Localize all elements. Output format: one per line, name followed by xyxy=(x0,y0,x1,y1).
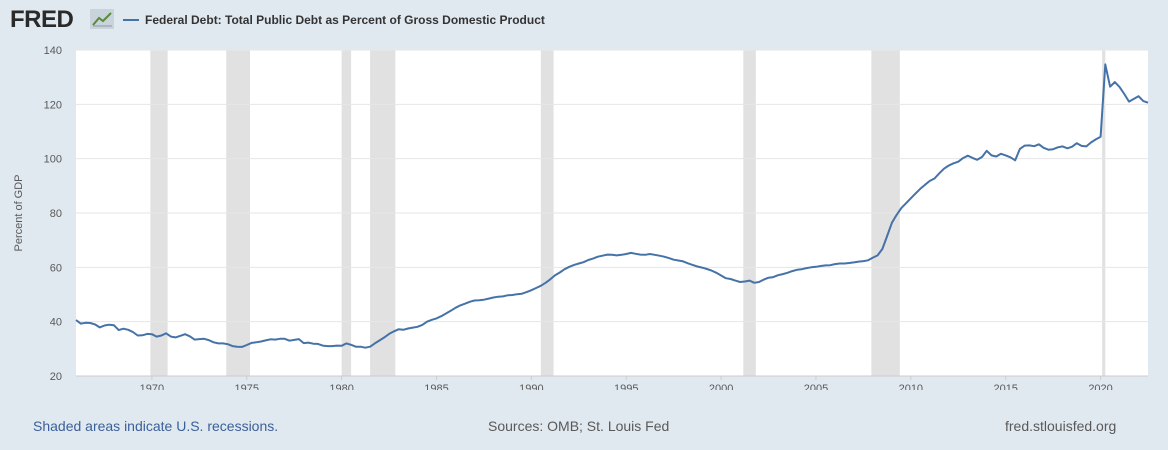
y-tick-label: 20 xyxy=(50,371,62,383)
y-axis: 20 40 60 80 100 120 140 xyxy=(44,45,62,383)
x-tick-label: 1985 xyxy=(424,383,448,390)
x-tick-label: 2005 xyxy=(804,383,828,390)
y-tick-label: 140 xyxy=(44,45,62,57)
x-tick-label: 2015 xyxy=(993,383,1017,390)
fred-trend-line-icon xyxy=(90,9,114,29)
y-tick-label: 60 xyxy=(50,262,62,274)
fred-logo[interactable]: FRED xyxy=(10,6,74,33)
x-tick-label: 1980 xyxy=(329,383,353,390)
legend-swatch xyxy=(123,19,139,21)
x-tick-label: 1975 xyxy=(235,383,259,390)
x-tick-label: 1990 xyxy=(519,383,543,390)
y-tick-label: 100 xyxy=(44,154,62,166)
y-tick-label: 80 xyxy=(50,208,62,220)
x-tick-label: 2000 xyxy=(709,383,733,390)
x-tick-label: 2010 xyxy=(899,383,923,390)
x-axis: 1970 1975 1980 1985 1990 1995 2000 2005 2010 2015… xyxy=(76,375,1148,390)
chart-header: FRED Federal Debt: Total Public Debt as … xyxy=(10,6,1160,34)
legend-series-name: Federal Debt: Total Public Debt as Perce… xyxy=(145,13,545,27)
x-tick-label: 2020 xyxy=(1088,383,1112,390)
y-tick-label: 120 xyxy=(44,99,62,111)
y-axis-label: Percent of GDP xyxy=(13,174,25,251)
x-tick-label: 1995 xyxy=(614,383,638,390)
recession-note: Shaded areas indicate U.S. recessions. xyxy=(33,418,279,434)
sources-text: Sources: OMB; St. Louis Fed xyxy=(488,418,670,434)
y-tick-label: 40 xyxy=(50,317,62,329)
series-line xyxy=(75,63,1149,349)
series-layer xyxy=(75,63,1149,349)
site-link[interactable]: fred.stlouisfed.org xyxy=(1005,418,1117,434)
x-tick-label: 1970 xyxy=(140,383,164,390)
